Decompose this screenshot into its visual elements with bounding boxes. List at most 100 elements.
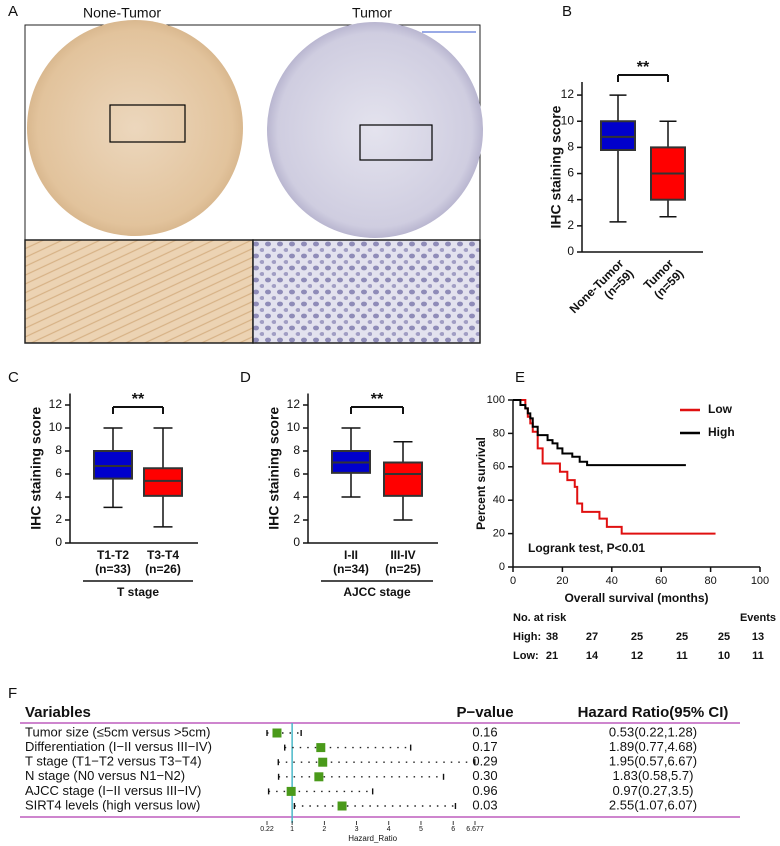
y-tick-label: 0 <box>567 244 574 258</box>
hr-label: 1.95(0.57,6.67) <box>609 754 697 769</box>
x-tick-label: 5 <box>419 826 423 833</box>
y-tick-label: 40 <box>493 494 505 506</box>
x-tick-label: T1-T2 <box>97 548 129 562</box>
risk-row-label: High: <box>513 631 541 643</box>
y-tick-label: 2 <box>567 218 574 232</box>
variable: T stage (T1−T2 versus T3−T4) <box>25 754 202 769</box>
panel-label: B <box>562 3 572 20</box>
x-tick-label: 2 <box>322 826 326 833</box>
x-tick-label: 4 <box>387 826 391 833</box>
y-tick-label: 80 <box>493 427 505 439</box>
y-tick-label: 100 <box>487 394 505 406</box>
p-value: 0.96 <box>472 783 497 798</box>
y-tick-label: 10 <box>561 113 575 127</box>
hr-point <box>316 743 326 753</box>
variable: Tumor size (≤5cm versus >5cm) <box>25 724 210 739</box>
risk-events: 11 <box>752 650 764 662</box>
legend-label: Low <box>708 402 733 416</box>
image-label: None-Tumor <box>83 5 161 21</box>
y-tick-label: 4 <box>55 489 62 503</box>
risk-events: 13 <box>752 631 764 643</box>
risk-count: 10 <box>718 650 730 662</box>
x-tick-label: 100 <box>751 575 769 587</box>
y-axis-label: IHC staining score <box>28 407 44 530</box>
risk-count: 27 <box>586 631 598 643</box>
x-tick-label: (n=34) <box>333 562 369 576</box>
p-value: 0.03 <box>472 797 497 812</box>
x-tick-label: (n=26) <box>145 562 181 576</box>
image-label: Tumor <box>352 5 392 21</box>
risk-count: 25 <box>631 631 643 643</box>
risk-count: 21 <box>546 650 558 662</box>
x-tick-label: 80 <box>704 575 716 587</box>
box <box>93 450 133 480</box>
y-tick-label: 0 <box>293 535 300 549</box>
box <box>143 467 183 497</box>
hr-point <box>272 728 282 738</box>
risk-table-title: No. at risk <box>513 612 567 624</box>
box <box>600 120 636 151</box>
x-tick-label: 0.22 <box>260 826 274 833</box>
x-tick-label: 1 <box>290 826 294 833</box>
y-tick-label: 8 <box>293 443 300 457</box>
header: Variables <box>25 704 91 721</box>
variable: N stage (N0 versus N1−N2) <box>25 768 185 783</box>
risk-table-events: Events <box>740 612 776 624</box>
annotation: Logrank test, P<0.01 <box>528 541 645 555</box>
hr-label: 2.55(1.07,6.07) <box>609 797 697 812</box>
x-tick-label: (n=25) <box>385 562 421 576</box>
panel-label: E <box>515 369 525 386</box>
x-tick-label: III-IV <box>390 548 415 562</box>
panel-label: F <box>8 685 17 702</box>
box <box>383 461 423 497</box>
y-axis-label: Percent survival <box>474 437 488 530</box>
x-tick-label: 40 <box>606 575 618 587</box>
significance: ** <box>371 391 384 408</box>
y-axis-label: IHC staining score <box>266 407 282 530</box>
risk-count: 14 <box>586 650 599 662</box>
hr-point <box>286 786 296 796</box>
variable: SIRT4 levels (high versus low) <box>25 797 200 812</box>
y-tick-label: 4 <box>567 192 574 206</box>
y-tick-label: 2 <box>55 512 62 526</box>
y-tick-label: 12 <box>287 397 301 411</box>
variable: AJCC stage (I−II versus III−IV) <box>25 783 201 798</box>
y-tick-label: 6 <box>293 466 300 480</box>
p-value: 0.17 <box>472 739 497 754</box>
x-tick-label: 6 <box>451 826 455 833</box>
y-tick-label: 0 <box>499 561 505 573</box>
y-tick-label: 6 <box>55 466 62 480</box>
panel-label: C <box>8 369 19 386</box>
significance: ** <box>637 59 650 76</box>
x-tick-label: 60 <box>655 575 667 587</box>
y-tick-label: 8 <box>55 443 62 457</box>
header: Hazard Ratio(95% CI) <box>578 704 729 721</box>
hr-point <box>318 757 328 767</box>
y-tick-label: 0 <box>55 535 62 549</box>
x-axis-label: Hazard_Ratio <box>348 834 397 843</box>
p-value: 0.16 <box>472 724 497 739</box>
hr-label: 0.53(0.22,1.28) <box>609 724 697 739</box>
hr-label: 0.97(0.27,3.5) <box>613 783 694 798</box>
x-tick-label: 20 <box>556 575 568 587</box>
p-value: 0.29 <box>472 754 497 769</box>
y-tick-label: 6 <box>567 166 574 180</box>
x-tick-label: T3-T4 <box>147 548 179 562</box>
risk-count: 12 <box>631 650 643 662</box>
survival-curve <box>513 399 686 467</box>
panel-a-image <box>24 20 483 344</box>
x-tick-label: (n=33) <box>95 562 131 576</box>
x-tick-label: 6.677 <box>466 826 484 833</box>
y-tick-label: 4 <box>293 489 300 503</box>
y-tick-label: 2 <box>293 512 300 526</box>
risk-count: 11 <box>676 650 688 662</box>
header: P−value <box>456 704 513 721</box>
y-tick-label: 10 <box>287 420 301 434</box>
hr-point <box>314 772 324 782</box>
y-tick-label: 8 <box>567 140 574 154</box>
hr-label: 1.89(0.77,4.68) <box>609 739 697 754</box>
variable: Differentiation (I−II versus III−IV) <box>25 739 212 754</box>
y-tick-label: 12 <box>49 397 63 411</box>
x-tick-label: I-II <box>344 548 358 562</box>
